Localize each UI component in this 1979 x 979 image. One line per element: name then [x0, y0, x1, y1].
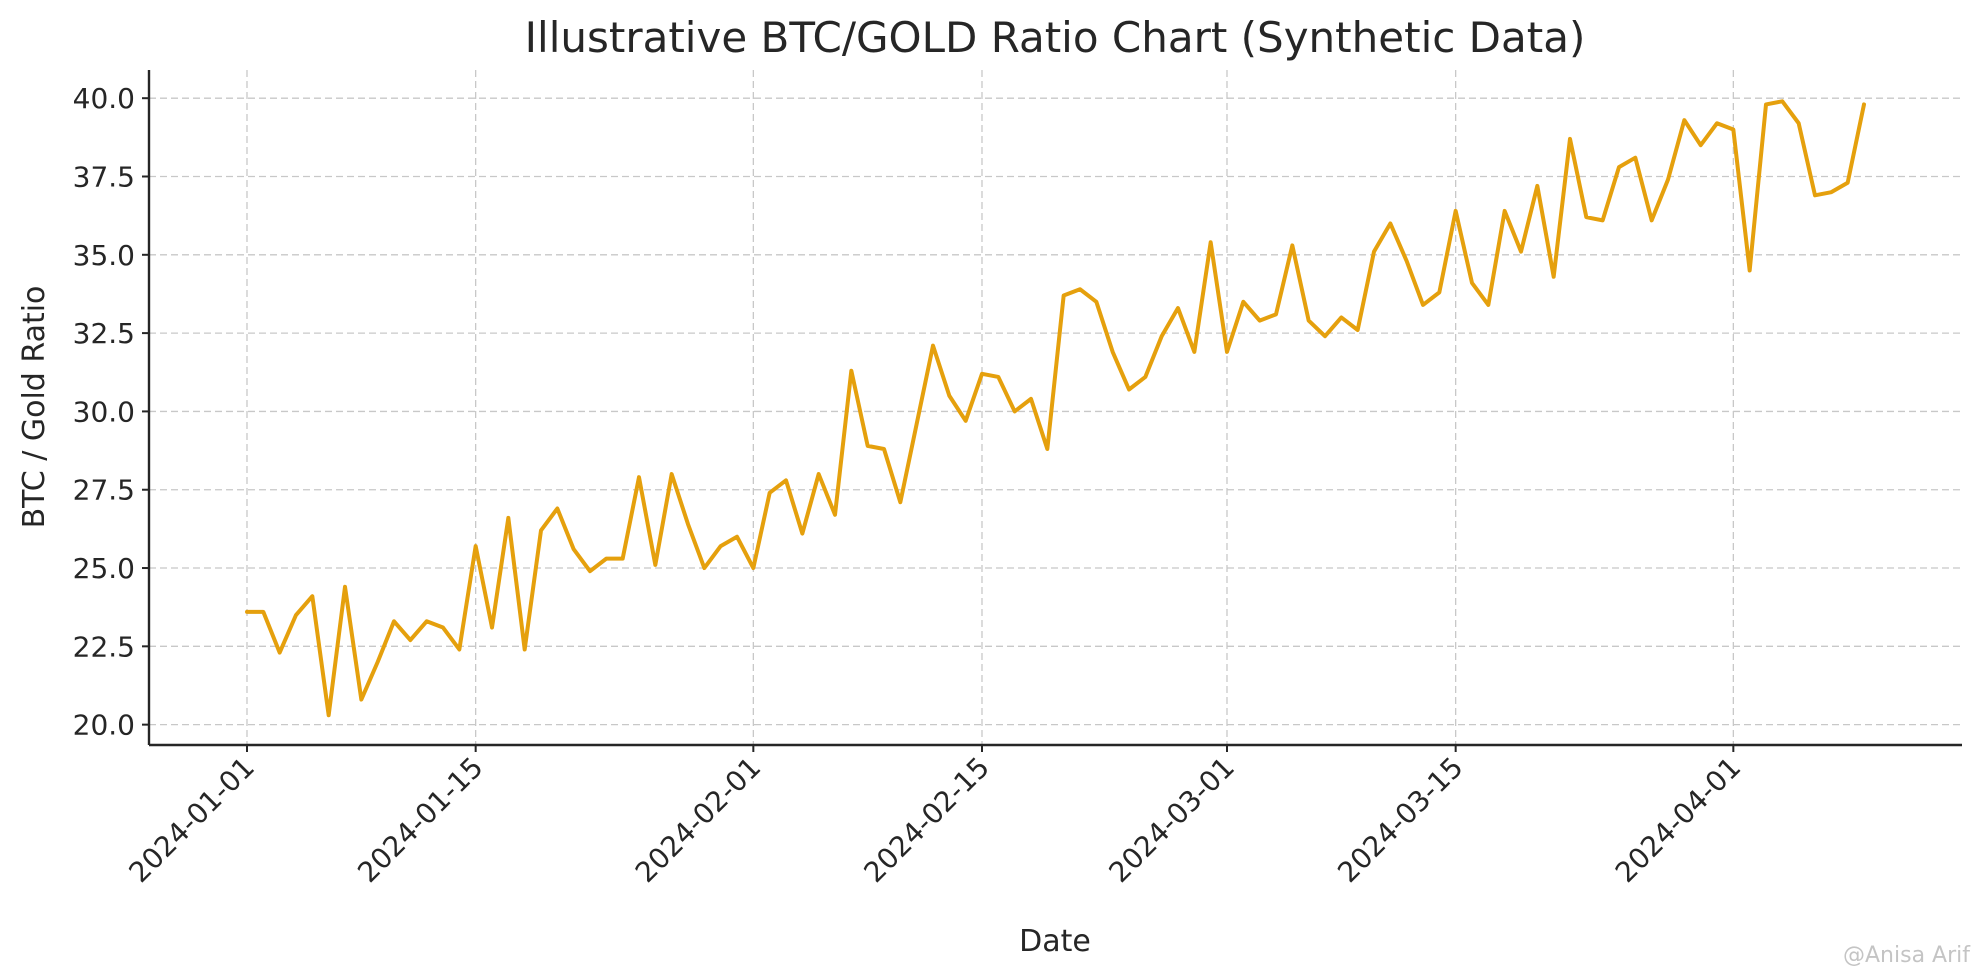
y-tick-label: 20.0 [73, 709, 135, 742]
chart-title: Illustrative BTC/GOLD Ratio Chart (Synth… [525, 13, 1586, 62]
x-axis-label: Date [1019, 924, 1091, 959]
grid [149, 70, 1962, 745]
y-tick-label: 27.5 [73, 474, 135, 507]
series-layer [245, 99, 1866, 718]
y-tick-label: 25.0 [73, 552, 135, 585]
x-tick-label: 2024-04-01 [1609, 751, 1747, 889]
y-axis-label: BTC / Gold Ratio [17, 286, 52, 529]
x-tick-label: 2024-03-01 [1103, 751, 1241, 889]
y-tick-label: 22.5 [73, 630, 135, 663]
x-tick-label: 2024-01-15 [351, 751, 489, 889]
x-tick-label: 2024-02-01 [629, 751, 767, 889]
watermark: @Anisa Arif [1843, 943, 1971, 968]
y-ticks: 20.0 22.5 25.0 27.5 30.0 32.5 35.0 37.5 40.0 [73, 82, 149, 742]
x-tick-label: 2024-03-15 [1331, 751, 1469, 889]
x-ticks: 2024-01-01 2024-01-15 2024-02-01 2024-02-15… [123, 745, 1747, 889]
y-tick-label: 40.0 [73, 82, 135, 115]
series-line-btc-gold-ratio [245, 99, 1866, 718]
y-tick-label: 30.0 [73, 395, 135, 428]
x-tick-label: 2024-01-01 [123, 751, 261, 889]
y-tick-label: 37.5 [73, 160, 135, 193]
x-tick-label: 2024-02-15 [858, 751, 996, 889]
axes [147, 70, 1962, 747]
y-tick-label: 32.5 [73, 317, 135, 350]
y-tick-label: 35.0 [73, 239, 135, 272]
